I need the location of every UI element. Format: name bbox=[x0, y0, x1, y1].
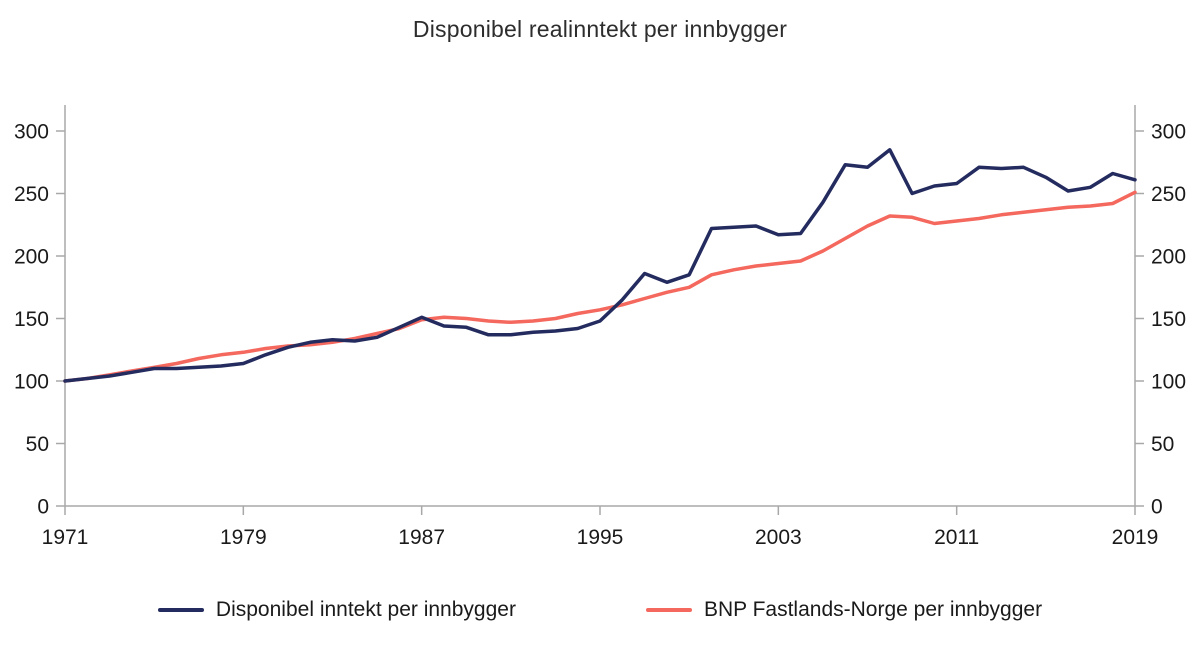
svg-text:2011: 2011 bbox=[934, 526, 979, 549]
svg-text:300: 300 bbox=[14, 120, 49, 143]
svg-text:150: 150 bbox=[14, 308, 49, 331]
chart-legend: Disponibel inntekt per innbygger BNP Fas… bbox=[0, 598, 1200, 622]
svg-text:1987: 1987 bbox=[398, 526, 445, 549]
legend-label: BNP Fastlands-Norge per innbygger bbox=[703, 598, 1043, 621]
svg-text:1979: 1979 bbox=[220, 526, 267, 549]
chart-title: Disponibel realinntekt per innbygger bbox=[412, 16, 788, 42]
svg-text:250: 250 bbox=[1151, 183, 1186, 206]
svg-text:200: 200 bbox=[14, 245, 49, 268]
svg-text:250: 250 bbox=[14, 183, 49, 206]
line-chart: 0 0 50 50 100 100 150 150 200 200 250 250 300 300 1971… bbox=[14, 105, 1186, 549]
svg-text:0: 0 bbox=[1151, 495, 1163, 518]
svg-text:200: 200 bbox=[1151, 245, 1186, 268]
legend-label: Disponibel inntekt per innbygger bbox=[215, 598, 516, 621]
legend-item-disponibel-inntekt: Disponibel inntekt per innbygger bbox=[157, 598, 516, 622]
svg-text:1971: 1971 bbox=[42, 526, 89, 549]
legend-line-swatch-navy bbox=[157, 608, 204, 612]
legend-item-bnp-fastlands-norge: BNP Fastlands-Norge per innbygger bbox=[645, 598, 1043, 622]
svg-text:300: 300 bbox=[1151, 120, 1186, 143]
svg-text:100: 100 bbox=[1151, 370, 1186, 393]
svg-text:100: 100 bbox=[14, 370, 49, 393]
svg-text:50: 50 bbox=[1151, 433, 1174, 456]
svg-text:1995: 1995 bbox=[577, 526, 624, 549]
svg-text:2003: 2003 bbox=[755, 526, 802, 549]
legend-line-swatch-red bbox=[645, 608, 692, 612]
svg-text:150: 150 bbox=[1151, 308, 1186, 331]
svg-text:50: 50 bbox=[26, 433, 49, 456]
svg-text:0: 0 bbox=[37, 495, 49, 518]
svg-text:2019: 2019 bbox=[1112, 526, 1159, 549]
